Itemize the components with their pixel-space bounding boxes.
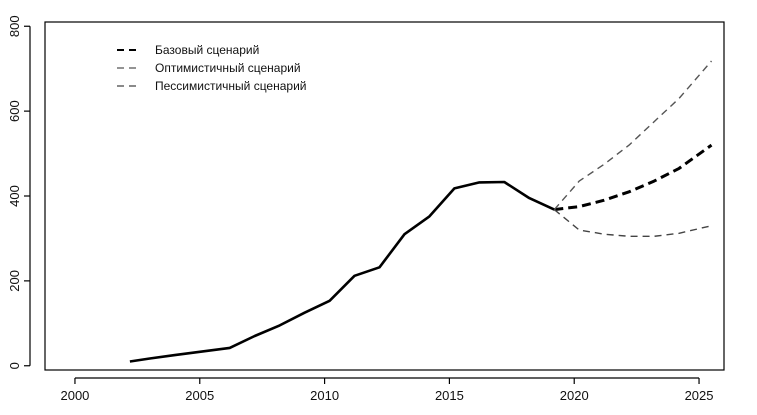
x-tick-label: 2010 bbox=[310, 388, 339, 403]
y-tick-label: 600 bbox=[7, 100, 22, 122]
y-tick-label: 800 bbox=[7, 15, 22, 37]
base-scenario-line bbox=[554, 143, 713, 212]
y-axis: 0 200 400 600 800 bbox=[7, 15, 31, 369]
x-tick-label: 2005 bbox=[185, 388, 214, 403]
x-tick-label: 2000 bbox=[60, 388, 89, 403]
legend: Базовый сценарий Оптимистичный сценарий … bbox=[117, 43, 307, 93]
y-tick-label: 200 bbox=[7, 270, 22, 292]
optimistic-scenario-line bbox=[553, 60, 713, 211]
y-tick-label: 0 bbox=[7, 362, 22, 369]
legend-label-optimistic: Оптимистичный сценарий bbox=[155, 61, 301, 75]
x-axis: 2000 2005 2010 2015 2020 2025 bbox=[60, 377, 714, 403]
x-tick-label: 2020 bbox=[560, 388, 589, 403]
legend-label-base: Базовый сценарий bbox=[155, 43, 259, 57]
pessimistic-scenario-line bbox=[553, 209, 712, 238]
historical-line bbox=[129, 180, 555, 363]
legend-label-pessimistic: Пессимистичный сценарий bbox=[155, 79, 307, 93]
x-tick-label: 2015 bbox=[435, 388, 464, 403]
x-tick-label: 2025 bbox=[685, 388, 714, 403]
y-tick-label: 400 bbox=[7, 185, 22, 207]
series-layer bbox=[129, 60, 713, 363]
plot-frame bbox=[44, 21, 725, 371]
